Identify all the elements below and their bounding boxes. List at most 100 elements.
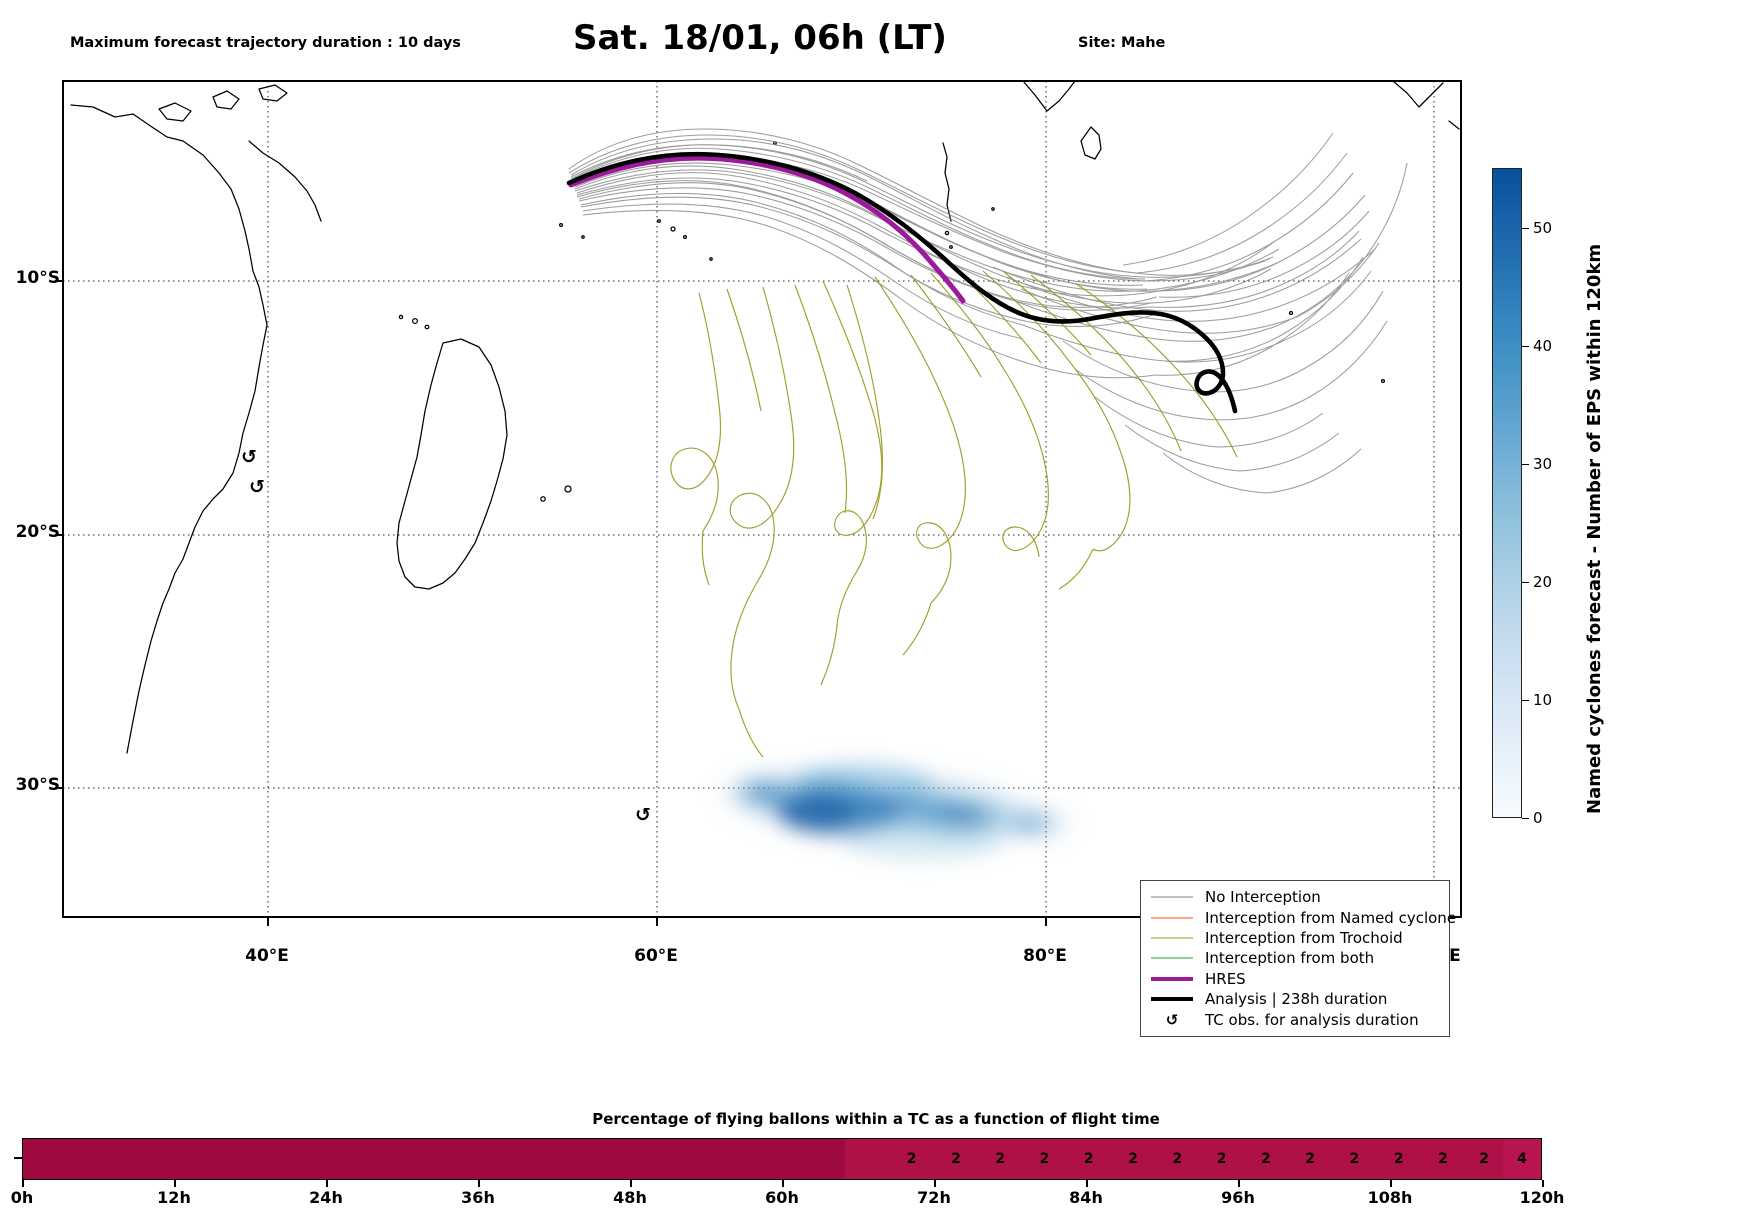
colorbar-ticklabel-0: 0 <box>1533 809 1543 827</box>
legend-swatch-line <box>1149 911 1195 925</box>
legend-label: Interception from Trochoid <box>1205 928 1403 947</box>
legend-item-named-cyclone[interactable]: Interception from Named cyclone <box>1149 907 1456 927</box>
bottom-tick <box>782 1180 784 1187</box>
legend-item-both[interactable]: Interception from both <box>1149 948 1441 968</box>
tc-obs-marker: ↺ <box>241 446 257 468</box>
bar-segment <box>978 1139 1023 1179</box>
bottom-ticklabel-96h: 96h <box>1221 1188 1255 1207</box>
eps-no-interception-tracks <box>568 128 1408 494</box>
bar-segment-value: 2 <box>1438 1151 1448 1167</box>
legend-swatch-line <box>1149 972 1195 986</box>
bottom-ticklabel-24h: 24h <box>309 1188 343 1207</box>
bar-segment-value: 2 <box>1172 1151 1183 1167</box>
header-left-line-0: Maximum forecast trajectory duration : 1… <box>70 35 461 52</box>
legend-item-analysis[interactable]: Analysis | 238h duration <box>1149 989 1441 1009</box>
xtick-mark <box>267 918 269 926</box>
bar-segment-value: 2 <box>1393 1151 1404 1167</box>
bar-segment-value: 2 <box>995 1151 1006 1167</box>
colorbar-tick <box>1522 818 1529 820</box>
map-plot-area: ↺ ↺ ↺ <box>62 80 1462 918</box>
ytick-mark <box>55 787 63 789</box>
bar-segment-value: 2 <box>951 1151 961 1167</box>
bar-segment <box>1503 1139 1541 1179</box>
bar-segment <box>1376 1139 1421 1179</box>
bar-segment <box>889 1139 934 1179</box>
legend-item-no-interception[interactable]: No Interception <box>1149 887 1441 907</box>
xtick-mark <box>1045 918 1047 926</box>
bar-segment-value: 2 <box>1305 1151 1315 1167</box>
tc-cyclone-icon: ↺ <box>1165 1010 1179 1029</box>
map-legend[interactable]: No Interception Interception from Named … <box>1140 880 1456 1037</box>
colorbar-tick <box>1522 346 1529 348</box>
bar-segment <box>1155 1139 1200 1179</box>
legend-item-hres[interactable]: HRES <box>1149 969 1441 989</box>
bar-segment-value: 2 <box>1216 1151 1227 1167</box>
bar-segment <box>1288 1139 1333 1179</box>
bar-segment <box>1199 1139 1244 1179</box>
xtick-mark <box>656 918 658 926</box>
bar-segment <box>23 1139 846 1179</box>
bottom-tick <box>478 1180 480 1187</box>
bottom-tick <box>326 1180 328 1187</box>
bottom-bar-title: Percentage of flying ballons within a TC… <box>592 1110 1160 1128</box>
bottom-tick <box>630 1180 632 1187</box>
ytick-mark <box>55 280 63 282</box>
bottom-tick <box>1390 1180 1392 1187</box>
trochoid-interception-tracks <box>670 270 1238 758</box>
colorbar-tick <box>1522 582 1529 584</box>
bottom-tick <box>1542 1180 1544 1187</box>
bottom-bar-plot: 2 2 2 2 2 2 2 2 2 2 2 2 2 2 4 <box>22 1138 1542 1180</box>
colorbar-ticklabel-20: 20 <box>1533 573 1553 591</box>
legend-item-trochoid[interactable]: Interception from Trochoid <box>1149 928 1441 948</box>
page-title: Sat. 18/01, 06h (LT) <box>573 18 947 58</box>
bottom-tick <box>174 1180 176 1187</box>
bar-segment-value: 2 <box>1039 1151 1050 1167</box>
bar-segment <box>845 1139 890 1179</box>
colorbar-ticklabel-10: 10 <box>1533 691 1553 709</box>
bar-segment-value: 2 <box>1128 1151 1138 1167</box>
bar-segment <box>1243 1139 1288 1179</box>
colorbar-tick <box>1522 464 1529 466</box>
bar-segment-value: 2 <box>1479 1151 1489 1167</box>
bar-segment <box>933 1139 979 1179</box>
bottom-tick <box>1086 1180 1088 1187</box>
bar-segment <box>1066 1139 1111 1179</box>
analysis-track <box>566 151 1238 414</box>
ytick-label-30S: 30°S <box>15 775 60 795</box>
bar-segment <box>1022 1139 1067 1179</box>
bar-segment <box>1420 1139 1466 1179</box>
bar-segment-value: 4 <box>1517 1151 1527 1167</box>
colorbar-gradient <box>1492 168 1522 818</box>
xtick-label-80E: 80°E <box>1023 946 1067 966</box>
bar-segment-value: 2 <box>1349 1151 1360 1167</box>
legend-item-tc-obs[interactable]: ↺ TC obs. for analysis duration <box>1149 1009 1441 1029</box>
hres-track <box>568 155 966 304</box>
bar-segment <box>1465 1139 1504 1179</box>
bottom-ticklabel-0h: 0h <box>10 1188 34 1207</box>
ytick-label-10S: 10°S <box>15 268 60 288</box>
bottom-ticklabel-108h: 108h <box>1367 1188 1413 1207</box>
eps-density-overlay <box>711 757 1083 863</box>
colorbar-ticklabel-30: 30 <box>1533 455 1553 473</box>
legend-label: TC obs. for analysis duration <box>1205 1010 1419 1029</box>
bar-segment <box>1332 1139 1377 1179</box>
tc-obs-marker: ↺ <box>249 476 265 498</box>
map-gridlines <box>63 81 1461 917</box>
bottom-ticklabel-12h: 12h <box>157 1188 191 1207</box>
header-right-line-0: Site: Mahe <box>1078 35 1166 52</box>
legend-label: Interception from Named cyclone <box>1205 908 1457 927</box>
map-canvas: ↺ ↺ ↺ <box>63 81 1461 917</box>
colorbar-ticklabel-50: 50 <box>1533 219 1553 237</box>
ytick-label-20S: 20°S <box>15 522 60 542</box>
xtick-label-60E: 60°E <box>634 946 678 966</box>
bar-segment-value: 2 <box>1260 1151 1271 1167</box>
coastlines <box>70 81 1460 754</box>
colorbar-title: Named cyclones forecast - Number of EPS … <box>1584 243 1605 814</box>
bottom-ticklabel-60h: 60h <box>765 1188 799 1207</box>
bottom-tick <box>934 1180 936 1187</box>
bottom-bar-y-tick <box>14 1157 22 1159</box>
bottom-ticklabel-72h: 72h <box>917 1188 951 1207</box>
legend-label: No Interception <box>1205 888 1321 907</box>
legend-label: HRES <box>1205 969 1246 988</box>
bottom-ticklabel-120h: 120h <box>1519 1188 1565 1207</box>
